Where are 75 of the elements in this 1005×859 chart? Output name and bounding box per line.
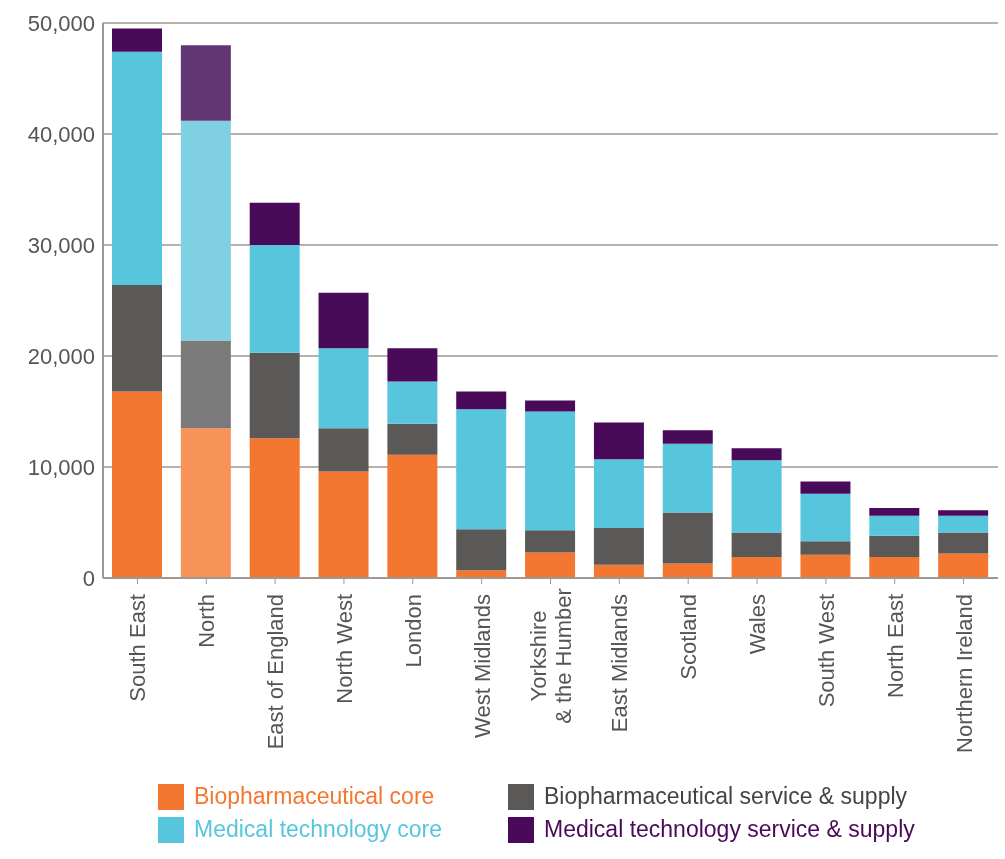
bar [112,51,162,285]
bar [249,202,300,245]
bar [318,348,369,429]
x-tick-label: London [400,594,426,668]
bar [662,430,713,444]
bar [662,563,713,578]
bar [249,352,300,439]
x-tick-label: North [194,594,220,648]
x-tick-label: East of England [263,594,289,750]
bar [525,411,576,531]
bar [318,428,369,472]
bar [938,510,989,516]
bar [869,508,920,516]
y-tick-label: 50,000 [27,10,95,36]
bar [180,120,231,341]
bar [938,515,989,533]
bar [456,391,507,410]
bar [800,554,851,578]
legend-label: Biopharmaceutical core [194,783,435,810]
legend-label: Biopharmaceutical service & supply [544,783,908,810]
bar [731,448,782,461]
x-tick-label: Scotland [676,594,702,680]
bar [249,438,300,578]
x-tick-label: South West [813,594,839,708]
bar [731,556,782,578]
bar [731,532,782,557]
bar [112,391,162,578]
bar [800,481,851,494]
bar [593,528,644,565]
bar [731,460,782,533]
bar [662,512,713,564]
bar [525,552,576,578]
bar [180,45,231,121]
bar [112,284,162,392]
bar [456,529,507,571]
bar [869,535,920,557]
bar [662,443,713,513]
bar [387,381,438,424]
bar [387,348,438,382]
bar [593,422,644,460]
bar [593,564,644,578]
bar [525,530,576,553]
x-tick-label: North East [882,594,908,698]
bar [180,428,231,578]
bar [318,471,369,578]
legend-label: Medical technology core [194,816,443,843]
x-tick-label: West Midlands [469,594,495,738]
bar [800,541,851,555]
bar [938,553,989,578]
bar [387,454,438,578]
bar [593,459,644,529]
bar [318,292,369,349]
bar [456,409,507,530]
bar [869,556,920,578]
x-tick-label: North West [331,594,357,704]
x-tick-label: Yorkshire & the Humber [526,588,576,724]
bar [180,340,231,429]
y-tick-label: 0 [82,565,95,591]
bar [800,493,851,542]
x-tick-label: Northern Ireland [951,594,977,753]
y-tick-label: 10,000 [27,454,95,480]
y-tick-label: 20,000 [27,343,95,369]
x-tick-label: South East [125,594,151,702]
y-tick-label: 40,000 [27,121,95,147]
x-tick-label: East Midlands [607,594,633,733]
bar [112,28,162,52]
bar [387,423,438,455]
x-tick-label: Wales [745,594,771,655]
bar [525,400,576,412]
y-tick-label: 30,000 [27,232,95,258]
bar [869,515,920,536]
legend-label: Medical technology service & supply [544,816,915,843]
bar [249,245,300,353]
bar [938,532,989,554]
bar [456,570,507,578]
